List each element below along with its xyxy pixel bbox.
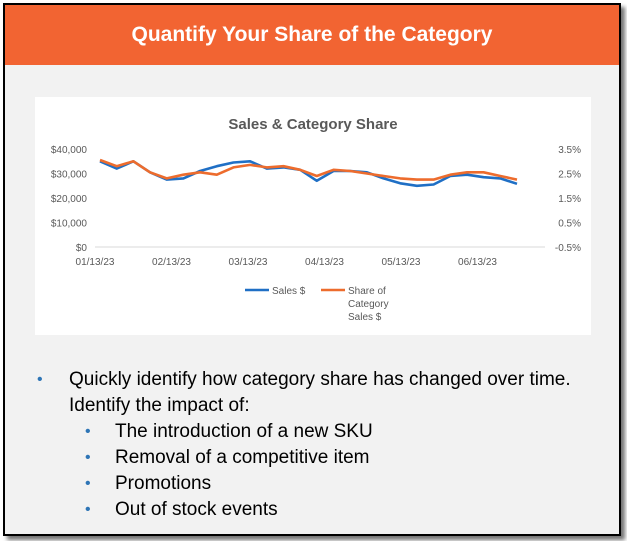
sub-bullet-text: Out of stock events — [115, 499, 278, 520]
y-left-tick-label: $20,000 — [51, 194, 88, 205]
y-left-tick-label: $0 — [76, 243, 88, 254]
bullet-dot-icon: • — [37, 371, 43, 388]
slide-header: Quantify Your Share of the Category — [5, 5, 619, 65]
sub-bullet-text: Removal of a competitive item — [115, 447, 370, 468]
x-tick-label: 05/13/23 — [382, 257, 421, 268]
bullet-dot-icon: • — [85, 423, 91, 440]
main-bullet-line-1: Quickly identify how category share has … — [69, 369, 571, 390]
sub-bullet: • The introduction of a new SKU — [83, 419, 615, 445]
main-bullet-text: Quickly identify how category share has … — [69, 367, 571, 419]
bullet-list: • Quickly identify how category share ha… — [35, 367, 615, 523]
y-right-tick-label: 0.5% — [558, 219, 581, 230]
sub-bullet-text: The introduction of a new SKU — [115, 421, 373, 442]
y-right-tick-label: 3.5% — [558, 145, 581, 156]
chart-svg: Sales & Category Share $40,000 $30,000 $20,… — [51, 116, 581, 323]
y-right-tick-label: 1.5% — [558, 194, 581, 205]
sub-bullet: • Promotions — [83, 471, 615, 497]
sub-bullet: • Out of stock events — [83, 497, 615, 523]
x-tick-label: 03/13/23 — [229, 257, 268, 268]
sub-bullet-text: Promotions — [115, 473, 212, 494]
legend-label-share-line: Category — [348, 299, 389, 310]
y-left-tick-label: $30,000 — [51, 170, 88, 181]
legend-label-share-line: Share of — [348, 286, 386, 297]
bullet-dot-icon: • — [85, 501, 91, 518]
x-tick-label: 06/13/23 — [458, 257, 497, 268]
sub-bullets: • The introduction of a new SKU • Remova… — [35, 419, 615, 523]
y-right-tick-label: -0.5% — [555, 243, 581, 254]
x-tick-label: 02/13/23 — [152, 257, 191, 268]
legend-label-sales: Sales $ — [272, 286, 306, 297]
x-tick-label: 01/13/23 — [76, 257, 115, 268]
x-tick-label: 04/13/23 — [305, 257, 344, 268]
y-left-tick-label: $40,000 — [51, 145, 88, 156]
bullet-dot-icon: • — [85, 449, 91, 466]
sales-category-share-chart: Sales & Category Share $40,000 $30,000 $20,… — [35, 97, 591, 335]
main-bullet-line-2: Identify the impact of: — [69, 395, 250, 416]
slide-frame: Quantify Your Share of the Category Sale… — [3, 3, 621, 536]
share-series-line — [99, 158, 518, 181]
sub-bullet: • Removal of a competitive item — [83, 445, 615, 471]
y-right-tick-label: 2.5% — [558, 170, 581, 181]
sales-series-line — [99, 160, 518, 188]
legend-label-share-line: Sales $ — [348, 312, 382, 323]
bullet-dot-icon: • — [85, 475, 91, 492]
y-left-tick-label: $10,000 — [51, 219, 88, 230]
slide-title: Quantify Your Share of the Category — [131, 23, 493, 46]
main-bullet: • Quickly identify how category share ha… — [35, 367, 615, 419]
chart-title: Sales & Category Share — [228, 116, 397, 133]
